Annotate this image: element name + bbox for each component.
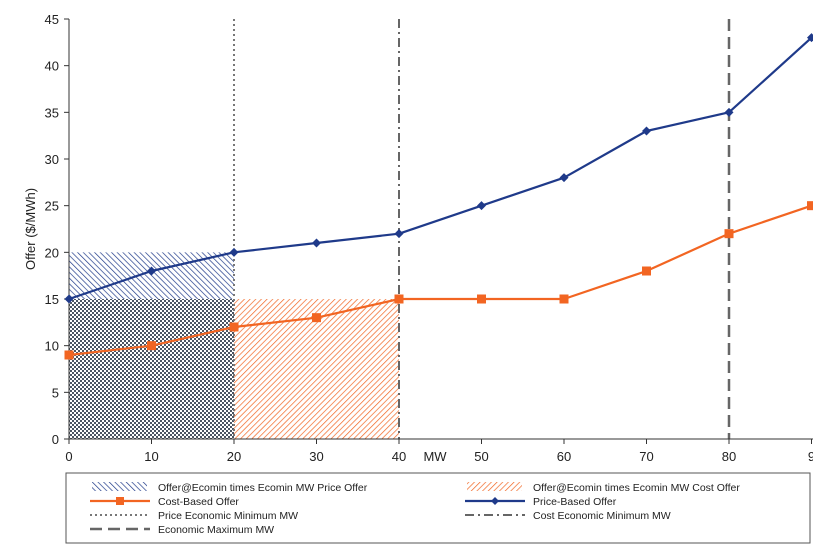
data-point <box>64 294 74 304</box>
legend-swatch <box>467 482 522 491</box>
data-point <box>559 294 569 304</box>
data-point <box>477 201 486 211</box>
data-point <box>559 173 569 183</box>
data-point <box>642 126 651 136</box>
legend-item: Price Economic Minimum MW <box>90 510 298 522</box>
legend-label: Offer@Ecomin times Ecomin MW Price Offer <box>158 482 368 494</box>
axes <box>64 18 813 444</box>
data-point <box>642 266 651 276</box>
y-tick-label: 5 <box>52 385 59 400</box>
vertical-reference-lines <box>233 19 731 439</box>
legend-item: Offer@Ecomin times Ecomin MW Cost Offer <box>467 482 740 494</box>
data-point <box>229 322 239 332</box>
y-tick-label: 15 <box>45 292 59 307</box>
x-tick-label: 9 <box>808 449 813 464</box>
data-point <box>147 266 156 276</box>
overlap-area <box>69 299 234 439</box>
legend-item: Cost Economic Minimum MW <box>465 510 671 522</box>
y-tick-label: 25 <box>45 199 59 214</box>
legend-item: Offer@Ecomin times Ecomin MW Price Offer <box>92 482 368 494</box>
legend-swatch <box>92 482 147 491</box>
x-tick-label: 20 <box>227 449 241 464</box>
data-point <box>394 229 404 239</box>
x-tick-label: 30 <box>309 449 323 464</box>
y-tick-label: 45 <box>45 12 59 27</box>
data-point <box>807 33 813 43</box>
data-point <box>724 107 734 117</box>
series-line-1 <box>68 204 812 357</box>
legend-box <box>65 472 811 544</box>
legend-item: Economic Maximum MW <box>90 524 274 536</box>
series-lines <box>64 33 813 360</box>
y-tick-label: 20 <box>45 245 59 260</box>
data-point <box>312 313 321 323</box>
legend-item: Cost-Based Offer <box>90 496 239 508</box>
x-tick-label: 80 <box>722 449 736 464</box>
data-point <box>64 350 74 360</box>
legend: Offer@Ecomin times Ecomin MW Price Offer… <box>65 472 811 544</box>
y-tick-label: 30 <box>45 152 59 167</box>
data-point <box>724 229 734 239</box>
cost-offer-area <box>234 299 399 439</box>
data-point <box>394 294 404 304</box>
legend-label: Cost-Based Offer <box>158 496 239 508</box>
tick-labels: 0 5 10 15 20 25 30 35 40 45 0 10 20 30 40 50 60 70 80 9 <box>45 12 813 464</box>
data-point <box>312 238 321 248</box>
price-offer-area <box>69 252 234 299</box>
data-point <box>477 294 486 304</box>
series-line-0 <box>68 36 813 301</box>
y-tick-label: 35 <box>45 105 59 120</box>
shaded-areas <box>69 252 399 439</box>
x-tick-label: 40 <box>392 449 406 464</box>
x-tick-label: 70 <box>639 449 653 464</box>
legend-label: Offer@Ecomin times Ecomin MW Cost Offer <box>533 482 740 494</box>
x-tick-label: 50 <box>474 449 488 464</box>
x-tick-label: 0 <box>65 449 72 464</box>
legend-label: Price-Based Offer <box>533 496 617 508</box>
legend-marker <box>116 497 124 505</box>
data-point <box>807 201 813 211</box>
legend-item: Price-Based Offer <box>465 496 617 508</box>
data-point <box>147 341 156 351</box>
x-axis-label: MW <box>423 449 447 464</box>
y-tick-label: 0 <box>52 432 59 447</box>
x-tick-label: 60 <box>557 449 571 464</box>
y-tick-label: 40 <box>45 59 59 74</box>
data-point <box>229 247 239 257</box>
x-tick-label: 10 <box>144 449 158 464</box>
legend-marker <box>491 497 499 505</box>
legend-label: Economic Maximum MW <box>158 524 274 536</box>
y-axis-label: Offer ($/MWh) <box>23 188 38 270</box>
y-tick-label: 10 <box>45 339 59 354</box>
legend-label: Cost Economic Minimum MW <box>533 510 671 522</box>
legend-label: Price Economic Minimum MW <box>158 510 298 522</box>
